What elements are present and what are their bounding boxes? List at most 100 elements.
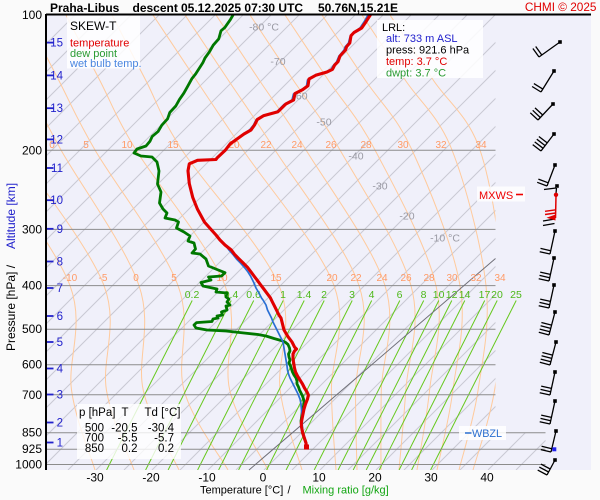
svg-text:-30: -30	[86, 471, 104, 485]
svg-text:temperature: temperature	[70, 37, 129, 49]
svg-text:32: 32	[470, 273, 482, 284]
svg-text:30: 30	[424, 471, 438, 485]
svg-text:-5.5: -5.5	[118, 433, 138, 445]
svg-text:20: 20	[491, 289, 503, 301]
svg-text:0: 0	[133, 273, 139, 284]
svg-text:8: 8	[57, 257, 63, 269]
svg-text:5: 5	[83, 140, 89, 151]
svg-text:Altitude [km]: Altitude [km]	[4, 183, 18, 249]
svg-text:13: 13	[50, 103, 63, 115]
svg-text:10: 10	[50, 195, 63, 207]
svg-text:22: 22	[350, 273, 362, 284]
svg-text:Pressure [hPa] /: Pressure [hPa] /	[4, 264, 18, 351]
svg-text:34: 34	[494, 273, 506, 284]
svg-text:2: 2	[57, 418, 63, 430]
svg-text:500: 500	[22, 322, 42, 336]
svg-text:0: 0	[49, 140, 55, 151]
svg-text:-10: -10	[198, 471, 216, 485]
svg-text:600: 600	[22, 358, 42, 372]
svg-text:26: 26	[400, 273, 412, 284]
svg-text:8: 8	[421, 289, 427, 301]
svg-text:CHMI © 2025: CHMI © 2025	[525, 0, 597, 14]
svg-text:-10 °C: -10 °C	[430, 233, 460, 245]
svg-text:SKEW-T: SKEW-T	[70, 19, 117, 33]
svg-text:30: 30	[397, 140, 409, 151]
svg-text:15: 15	[270, 273, 282, 284]
svg-text:32: 32	[435, 140, 447, 151]
svg-text:40: 40	[480, 471, 494, 485]
svg-text:50.76N,15.21E: 50.76N,15.21E	[318, 1, 398, 15]
svg-text:6: 6	[397, 289, 403, 301]
svg-text:2: 2	[321, 289, 327, 301]
svg-text:-40: -40	[348, 151, 363, 163]
svg-text:6: 6	[57, 311, 63, 323]
svg-text:descent: descent	[133, 1, 178, 15]
svg-text:4: 4	[57, 364, 64, 376]
svg-text:28: 28	[360, 140, 372, 151]
svg-text:20: 20	[368, 471, 382, 485]
svg-text:12: 12	[50, 134, 63, 146]
svg-text:Mixing ratio [g/kg]: Mixing ratio [g/kg]	[303, 485, 389, 497]
svg-text:10: 10	[121, 140, 133, 151]
svg-text:925: 925	[22, 442, 42, 456]
svg-text:24: 24	[376, 273, 388, 284]
svg-text:/: /	[288, 485, 292, 497]
svg-text:Praha-Libus: Praha-Libus	[50, 1, 120, 15]
svg-text:34: 34	[475, 140, 487, 151]
svg-text:0.2: 0.2	[185, 289, 200, 301]
svg-text:700: 700	[22, 388, 42, 402]
svg-text:17: 17	[479, 289, 491, 301]
svg-text:10: 10	[312, 471, 326, 485]
svg-text:05.12.2025 07:30 UTC: 05.12.2025 07:30 UTC	[181, 1, 303, 15]
svg-text:-80 °C: -80 °C	[249, 22, 279, 34]
svg-text:-30: -30	[372, 181, 387, 193]
svg-text:-10: -10	[63, 273, 78, 284]
svg-text:T: T	[121, 407, 128, 419]
svg-text:5: 5	[171, 273, 177, 284]
svg-text:dwpt: 3.7 °C: dwpt: 3.7 °C	[386, 68, 446, 80]
svg-text:24: 24	[291, 140, 303, 151]
svg-text:0.2: 0.2	[158, 443, 174, 455]
svg-text:LRL:: LRL:	[382, 22, 405, 34]
svg-text:15: 15	[167, 140, 179, 151]
svg-text:temp: 3.7 °C: temp: 3.7 °C	[386, 56, 447, 68]
svg-text:1.4: 1.4	[297, 289, 312, 301]
svg-text:Td [°C]: Td [°C]	[145, 407, 181, 419]
svg-text:1: 1	[280, 289, 286, 301]
svg-text:5: 5	[57, 337, 63, 349]
svg-text:-20: -20	[399, 211, 414, 223]
svg-text:400: 400	[22, 279, 42, 293]
svg-text:700: 700	[85, 433, 104, 445]
svg-text:1: 1	[57, 438, 63, 450]
svg-text:0.2: 0.2	[122, 443, 138, 455]
svg-text:-5: -5	[99, 273, 108, 284]
svg-text:10: 10	[216, 273, 228, 284]
svg-text:3: 3	[349, 289, 355, 301]
svg-text:-5.7: -5.7	[154, 433, 174, 445]
svg-text:dew point: dew point	[70, 48, 117, 60]
svg-text:WBZL: WBZL	[472, 428, 502, 440]
svg-text:14: 14	[50, 70, 63, 82]
svg-text:10: 10	[433, 289, 445, 301]
svg-text:-30.4: -30.4	[148, 423, 175, 435]
svg-text:3: 3	[57, 390, 63, 402]
svg-text:-50: -50	[316, 117, 331, 129]
svg-text:-20.5: -20.5	[111, 423, 137, 435]
svg-text:0.6: 0.6	[246, 289, 261, 301]
svg-text:press: 921.6 hPa: press: 921.6 hPa	[386, 45, 470, 57]
svg-text:850: 850	[85, 443, 104, 455]
svg-text:850: 850	[22, 426, 42, 440]
svg-text:4: 4	[369, 289, 375, 301]
svg-text:wet bulb temp.: wet bulb temp.	[69, 58, 142, 70]
svg-text:22: 22	[260, 140, 272, 151]
svg-text:-20: -20	[142, 471, 160, 485]
svg-text:MXWS: MXWS	[479, 190, 513, 202]
svg-text:0: 0	[260, 471, 267, 485]
svg-text:12: 12	[446, 289, 458, 301]
svg-text:alt: 733 m ASL: alt: 733 m ASL	[386, 33, 458, 45]
svg-text:20: 20	[326, 273, 338, 284]
svg-text:500: 500	[85, 423, 104, 435]
svg-text:30: 30	[446, 273, 458, 284]
svg-text:-70: -70	[270, 56, 285, 68]
svg-text:14: 14	[459, 289, 471, 301]
